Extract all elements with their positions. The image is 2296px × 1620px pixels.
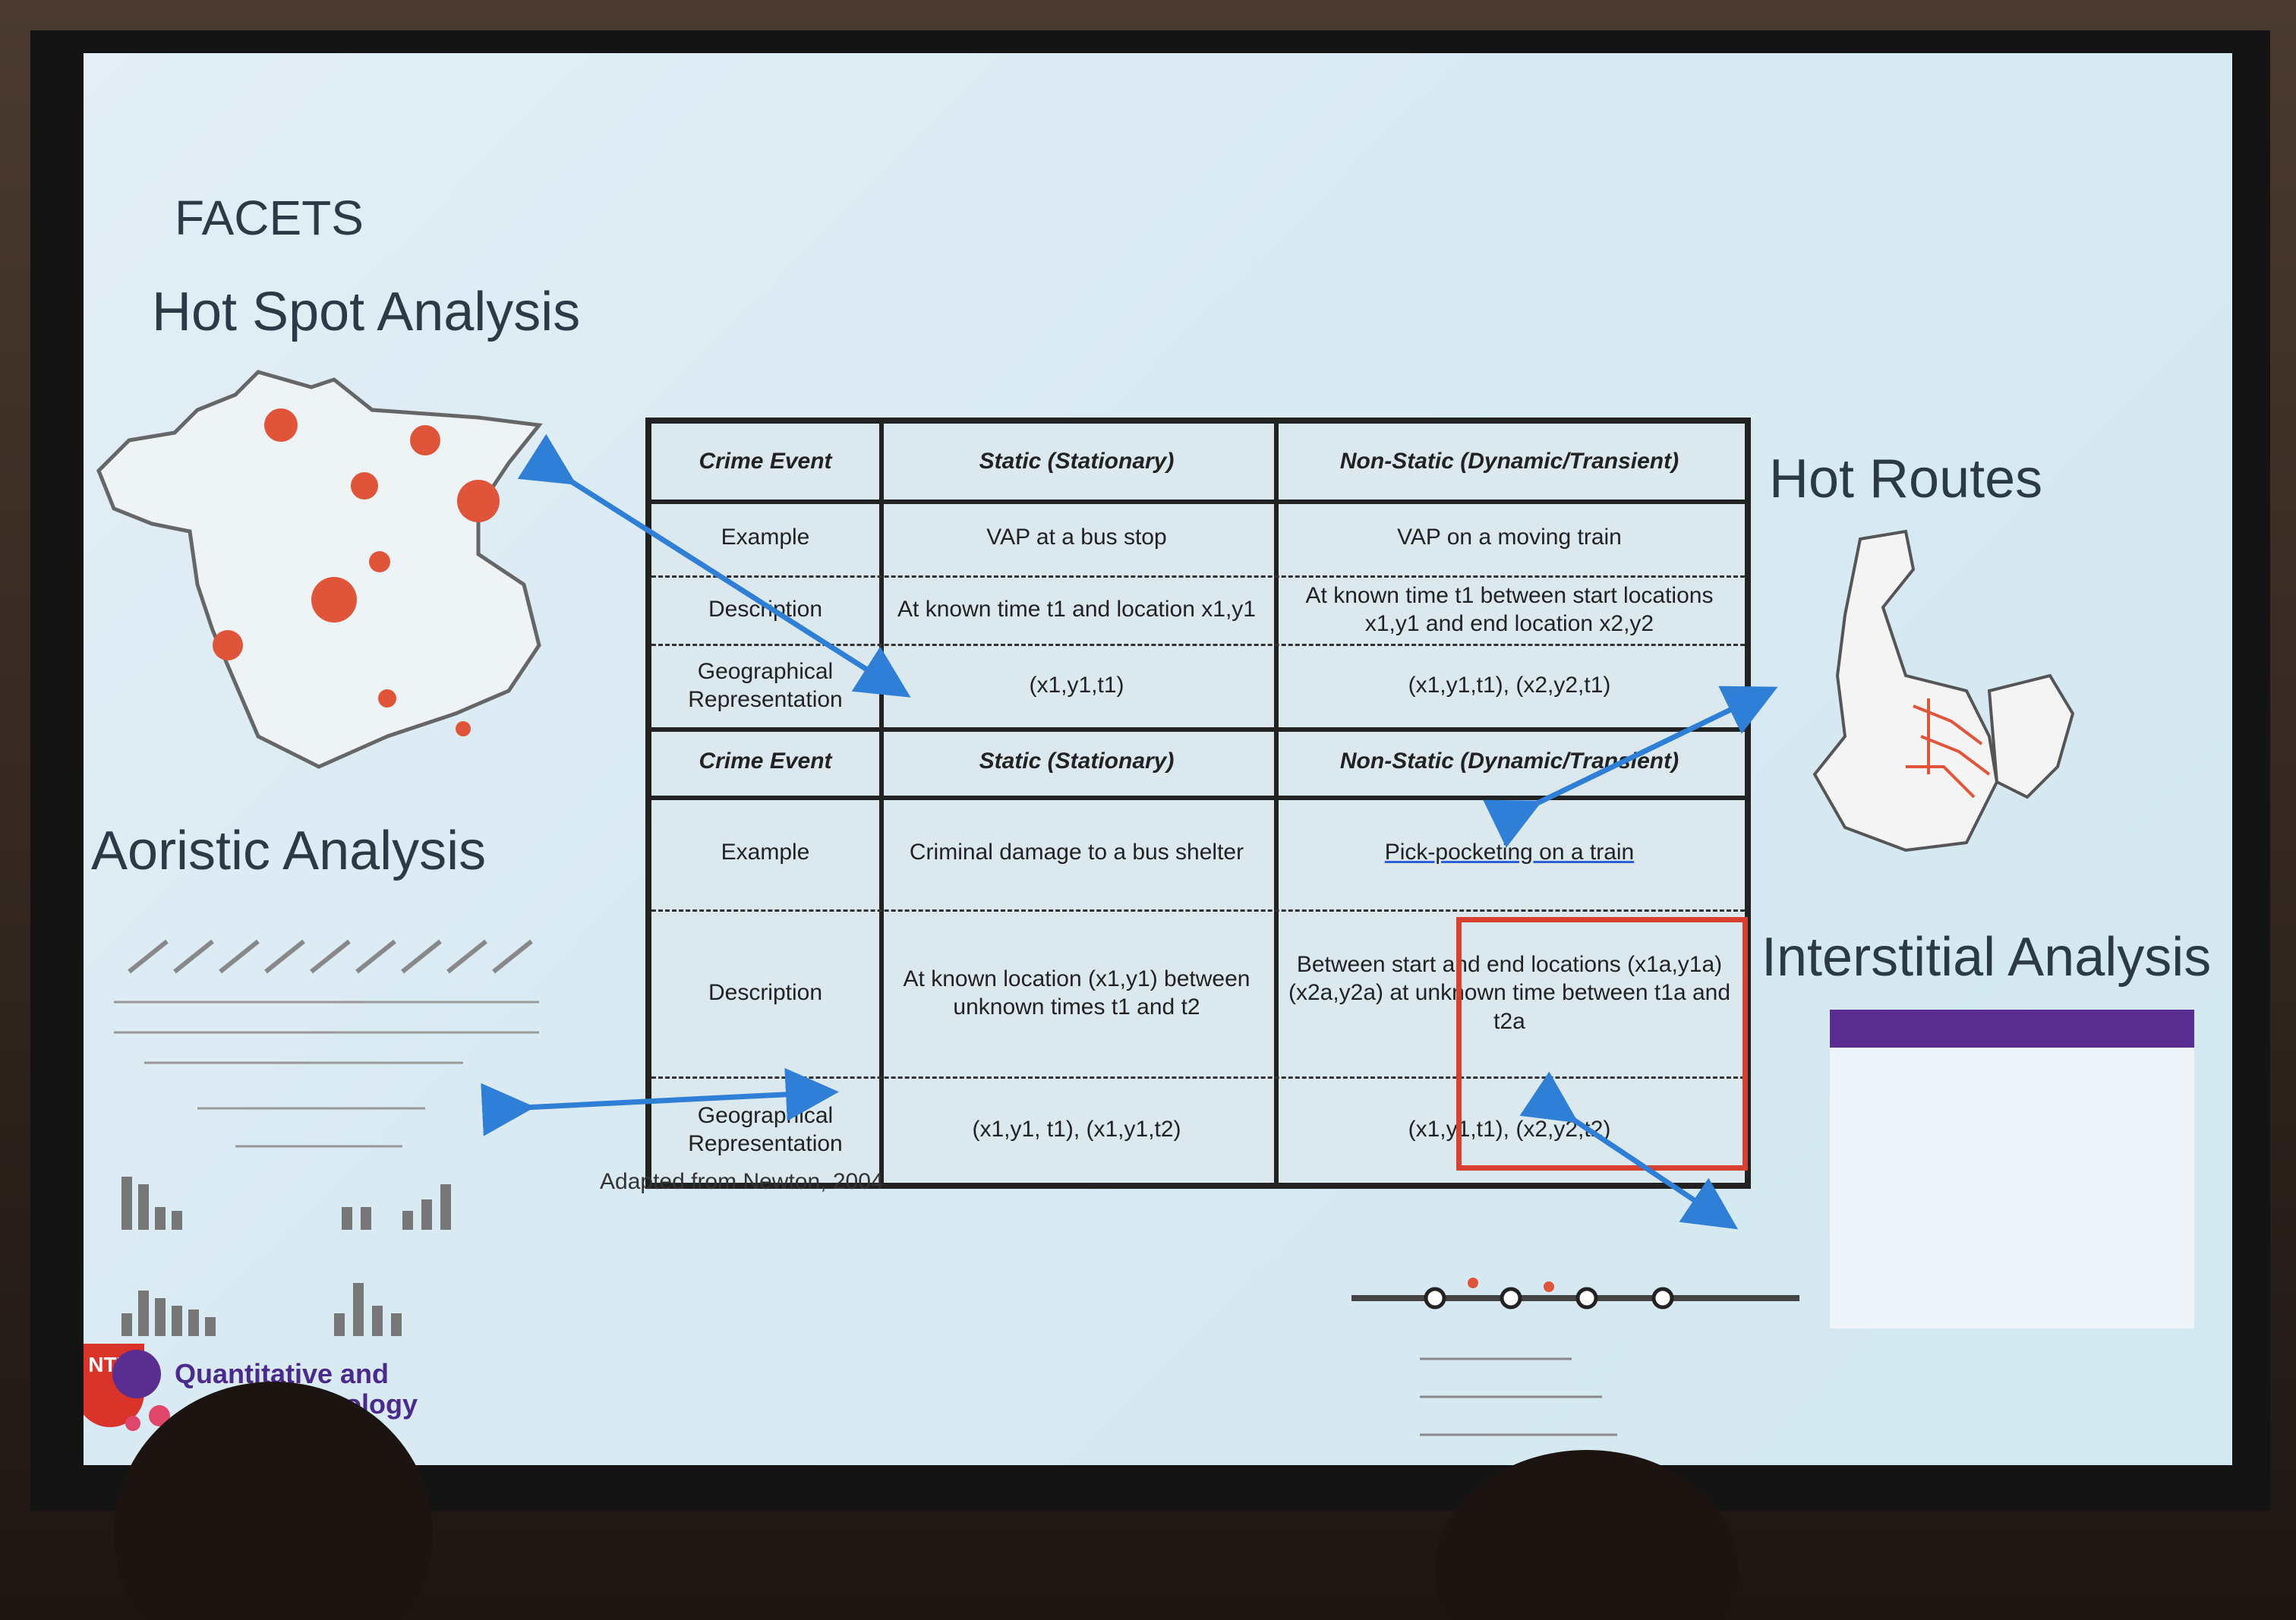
bottom-static-description: At known location (x1,y1) between unknow… — [903, 966, 1250, 1020]
timeline-graphic — [1351, 1278, 1799, 1436]
interstitial-banner — [1830, 1010, 2194, 1048]
top-static-geo: (x1,y1,t1) — [1029, 673, 1124, 698]
section-label: FACETS — [175, 191, 364, 245]
aoristic-bars — [121, 1177, 451, 1336]
hot-routes-title: Hot Routes — [1769, 449, 2043, 509]
bottom-header-static: Static (Stationary) — [979, 749, 1175, 774]
top-header-static: Static (Stationary) — [979, 449, 1175, 474]
connector-arrows — [481, 433, 1778, 1230]
bottom-header-crime-event: Crime Event — [699, 749, 832, 774]
qcm-logo-dots — [112, 1350, 170, 1431]
bottom-static-example: Criminal damage to a bus shelter — [909, 840, 1244, 865]
hot-routes-map — [1812, 529, 2075, 853]
hotspot-clusters — [213, 408, 500, 736]
bottom-row-label-example: Example — [721, 840, 810, 865]
county-outline — [96, 370, 543, 769]
bottom-static-geo: (x1,y1, t1), (x1,y1,t2) — [972, 1117, 1181, 1143]
arrow-hot-routes — [1483, 686, 1778, 848]
route-lines — [1906, 698, 1991, 799]
top-static-example: VAP at a bus stop — [986, 525, 1167, 550]
aoristic-title: Aoristic Analysis — [91, 821, 487, 881]
presentation-slide: FACETS Hot Spot Analysis Aoristic Analys… — [84, 53, 2232, 1465]
source-note: Adapted from Newton, 2004 — [600, 1169, 884, 1194]
interstitial-title: Interstitial Analysis — [1761, 927, 2212, 988]
arrow-interstitial — [1519, 1071, 1739, 1230]
hot-spot-title: Hot Spot Analysis — [152, 282, 581, 342]
top-static-description: At known time t1 and location x1,y1 — [897, 597, 1256, 622]
arrow-hotspot — [517, 433, 911, 698]
bottom-row-label-description: Description — [708, 980, 823, 1006]
top-non-static-example: VAP on a moving train — [1397, 525, 1622, 550]
top-header-non-static: Non-Static (Dynamic/Transient) — [1339, 449, 1679, 474]
bottom-non-static-description: Between start and end locations (x1a,y1a… — [1288, 951, 1731, 1034]
interstitial-panel — [1830, 1010, 2194, 1328]
top-non-static-description: At known time t1 between start locations… — [1305, 582, 1714, 637]
hot-spot-map — [96, 370, 543, 769]
arrow-aoristic — [481, 1067, 839, 1136]
aoristic-diagram — [114, 939, 539, 1336]
